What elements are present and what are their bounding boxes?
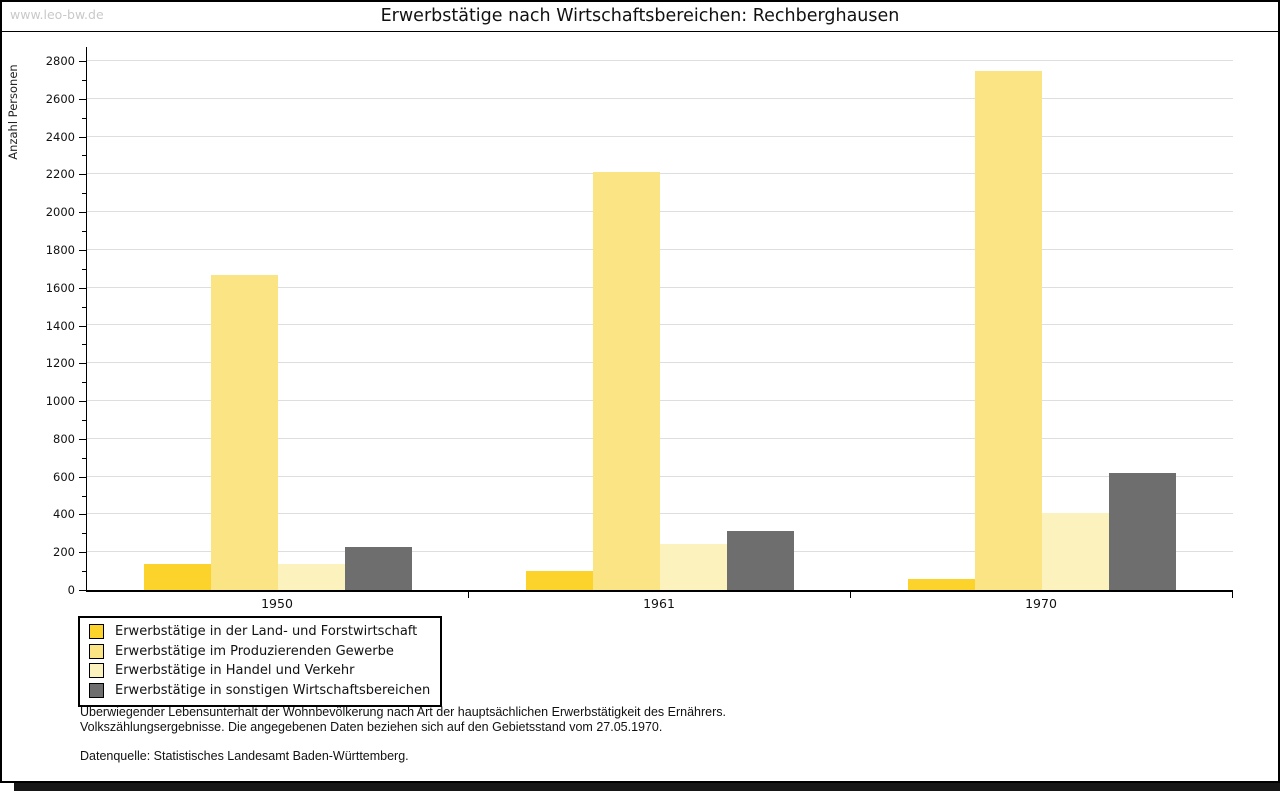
legend-item: Erwerbstätige in der Land- und Forstwirt…	[89, 622, 430, 642]
gridline	[87, 400, 1233, 401]
y-tick-label: 600	[53, 470, 75, 484]
y-tick	[79, 590, 86, 591]
legend: Erwerbstätige in der Land- und Forstwirt…	[78, 616, 443, 707]
y-tick	[79, 250, 86, 251]
bar-1970-series1	[908, 579, 975, 590]
y-tick	[82, 533, 86, 534]
bar-1950-series1	[144, 564, 211, 590]
y-tick	[79, 401, 86, 402]
y-tick	[82, 155, 86, 156]
y-tick	[82, 193, 86, 194]
legend-item: Erwerbstätige im Produzierenden Gewerbe	[89, 642, 430, 662]
legend-color-swatch	[89, 643, 104, 659]
y-tick	[79, 288, 86, 289]
y-tick	[82, 80, 86, 81]
legend-color-swatch	[89, 624, 104, 640]
y-tick-label: 400	[53, 507, 75, 521]
legend-item: Erwerbstätige in sonstigen Wirtschaftsbe…	[89, 681, 430, 701]
y-tick	[79, 439, 86, 440]
legend-label: Erwerbstätige in der Land- und Forstwirt…	[115, 624, 418, 640]
y-axis-title: Anzahl Personen	[6, 64, 20, 160]
watermark: www.leo-bw.de	[10, 7, 104, 22]
chart-title: Erwerbstätige nach Wirtschaftsbereichen:…	[380, 6, 900, 26]
y-tick-label: 2600	[45, 92, 75, 106]
y-tick	[82, 458, 86, 459]
gridline	[87, 476, 1233, 477]
y-tick-label: 0	[67, 583, 75, 597]
title-bar: www.leo-bw.de Erwerbstätige nach Wirtsch…	[2, 2, 1278, 32]
y-tick	[79, 174, 86, 175]
bar-1961-series4	[727, 531, 794, 590]
y-tick-label: 1400	[45, 319, 75, 333]
gridline	[87, 362, 1233, 363]
gridline	[87, 324, 1233, 325]
y-tick	[82, 496, 86, 497]
bar-1970-series4	[1109, 473, 1176, 590]
x-category-label: 1970	[1025, 596, 1057, 611]
y-tick-label: 2800	[45, 54, 75, 68]
footnote: Überwiegender Lebensunterhalt der Wohnbe…	[80, 705, 726, 764]
legend-label: Erwerbstätige im Produzierenden Gewerbe	[115, 643, 394, 659]
y-tick	[79, 514, 86, 515]
y-tick-label: 200	[53, 545, 75, 559]
y-tick	[79, 552, 86, 553]
y-tick	[82, 269, 86, 270]
data-source: Datenquelle: Statistisches Landesamt Bad…	[80, 749, 409, 763]
y-tick	[82, 420, 86, 421]
gridline	[87, 60, 1233, 61]
bar-1950-series4	[345, 547, 412, 590]
gridline	[87, 98, 1233, 99]
footnote-line-1: Überwiegender Lebensunterhalt der Wohnbe…	[80, 705, 726, 719]
x-tick	[850, 592, 851, 598]
y-tick-label: 1200	[45, 356, 75, 370]
legend-label: Erwerbstätige in Handel und Verkehr	[115, 663, 355, 679]
gridline	[87, 287, 1233, 288]
y-tick	[82, 382, 86, 383]
legend-color-swatch	[89, 682, 104, 698]
y-tick	[79, 363, 86, 364]
gridline	[87, 249, 1233, 250]
gridline	[87, 438, 1233, 439]
y-tick-label: 1800	[45, 243, 75, 257]
y-tick	[79, 99, 86, 100]
y-tick	[82, 118, 86, 119]
bar-1970-series2	[975, 71, 1042, 590]
x-tick	[1232, 592, 1233, 598]
y-tick-label: 800	[53, 432, 75, 446]
bar-1961-series1	[526, 571, 593, 590]
bar-1950-series3	[278, 564, 345, 590]
y-tick-label: 1000	[45, 394, 75, 408]
bar-1950-series2	[211, 275, 278, 590]
x-category-label: 1961	[643, 596, 675, 611]
gridline	[87, 136, 1233, 137]
y-tick	[82, 344, 86, 345]
legend-label: Erwerbstätige in sonstigen Wirtschaftsbe…	[115, 682, 431, 698]
bar-1970-series3	[1042, 513, 1109, 590]
y-tick	[82, 231, 86, 232]
y-tick	[82, 571, 86, 572]
y-tick	[82, 307, 86, 308]
y-tick-label: 2400	[45, 130, 75, 144]
gridline	[87, 211, 1233, 212]
bar-1961-series2	[593, 172, 660, 590]
y-tick-label: 1600	[45, 281, 75, 295]
bar-1961-series3	[660, 544, 727, 590]
y-tick	[79, 212, 86, 213]
y-tick-label: 2200	[45, 167, 75, 181]
y-tick	[79, 477, 86, 478]
y-tick	[79, 326, 86, 327]
y-tick	[79, 137, 86, 138]
legend-color-swatch	[89, 663, 104, 679]
plot-area	[86, 47, 1233, 592]
footnote-line-2: Volkszählungsergebnisse. Die angegebenen…	[80, 720, 663, 734]
gridline	[87, 173, 1233, 174]
gridline	[87, 513, 1233, 514]
x-tick	[468, 592, 469, 598]
window-bottom-edge	[14, 783, 1280, 791]
y-tick-label: 2000	[45, 205, 75, 219]
y-tick	[79, 61, 86, 62]
x-category-label: 1950	[261, 596, 293, 611]
legend-item: Erwerbstätige in Handel und Verkehr	[89, 661, 430, 681]
